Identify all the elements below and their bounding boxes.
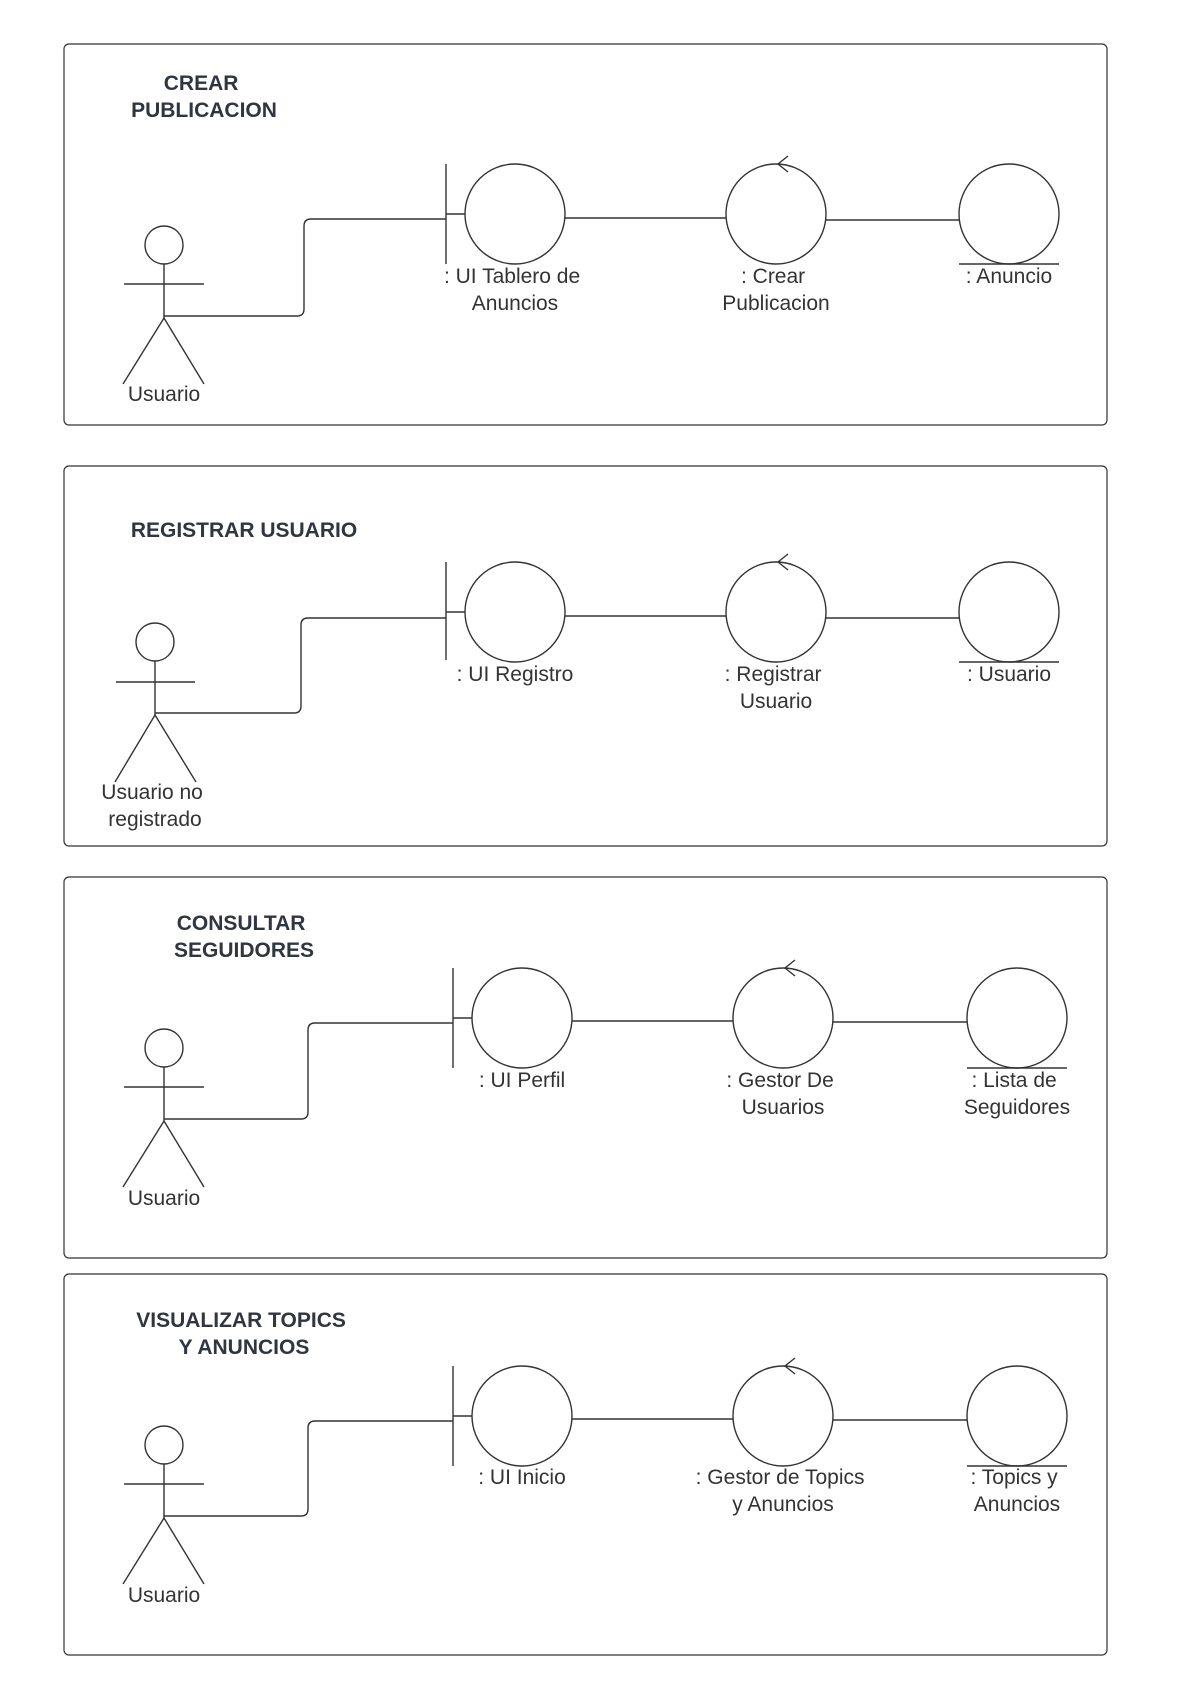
control-icon — [732, 1357, 834, 1467]
panel-frame — [63, 1273, 1108, 1656]
panel-title: CREAR PUBLICACION — [131, 72, 277, 122]
panel-consultar-seguidores: CONSULTAR SEGUIDORES Usuario : UI Perfil — [63, 876, 1108, 1259]
entity-label: : Anuncio — [966, 265, 1052, 288]
actor-to-boundary-link — [164, 1022, 453, 1120]
entity-icon — [958, 163, 1060, 265]
actor-label: Usuario — [128, 1187, 200, 1210]
entity-icon — [966, 1365, 1068, 1467]
panel-frame — [63, 43, 1108, 426]
actor-label: Usuario no registrado — [101, 781, 208, 831]
control-label: : Crear Publicacion — [722, 265, 829, 315]
entity-icon — [966, 967, 1068, 1069]
panel-title: VISUALIZAR TOPICS Y ANUNCIOS — [136, 1309, 351, 1359]
panel-title: REGISTRAR USUARIO — [131, 519, 357, 542]
actor-icon — [114, 622, 197, 783]
actor-icon — [122, 1028, 205, 1188]
panel-frame — [63, 465, 1108, 847]
panel-registrar-usuario: REGISTRAR USUARIO Usuario no registrado … — [63, 465, 1108, 847]
control-icon — [725, 553, 827, 663]
actor-label: Usuario — [128, 383, 200, 406]
actor-icon — [122, 1425, 205, 1585]
boundary-icon — [445, 561, 566, 663]
boundary-icon — [452, 1365, 573, 1467]
entity-label: : Topics y Anuncios — [971, 1466, 1064, 1516]
entity-label: : Lista de Seguidores — [964, 1069, 1070, 1119]
boundary-label: : UI Tablero de Anuncios — [444, 265, 586, 315]
control-label: : Gestor de Topics y Anuncios — [696, 1466, 871, 1516]
entity-icon — [958, 561, 1060, 663]
panel-title: CONSULTAR SEGUIDORES — [174, 912, 314, 962]
entity-label: : Usuario — [967, 663, 1051, 686]
control-icon — [725, 155, 827, 265]
actor-to-boundary-link — [155, 617, 446, 714]
panel-visualizar-topics: VISUALIZAR TOPICS Y ANUNCIOS Usuario : U… — [63, 1273, 1108, 1656]
control-label: : Registrar Usuario — [725, 663, 828, 713]
boundary-label: : UI Inicio — [478, 1466, 566, 1489]
actor-label: Usuario — [128, 1584, 200, 1607]
boundary-label: : UI Registro — [457, 663, 574, 686]
boundary-label: : UI Perfil — [479, 1069, 565, 1092]
boundary-icon — [445, 163, 566, 265]
control-label: : Gestor De Usuarios — [726, 1069, 839, 1119]
actor-icon — [122, 225, 205, 385]
panel-frame — [63, 876, 1108, 1259]
boundary-icon — [452, 967, 573, 1069]
actor-to-boundary-link — [164, 218, 446, 317]
control-icon — [732, 959, 834, 1069]
panel-crear-publicacion: CREAR PUBLICACION Usuario : UI Tablero d… — [63, 43, 1108, 426]
actor-to-boundary-link — [164, 1420, 453, 1517]
